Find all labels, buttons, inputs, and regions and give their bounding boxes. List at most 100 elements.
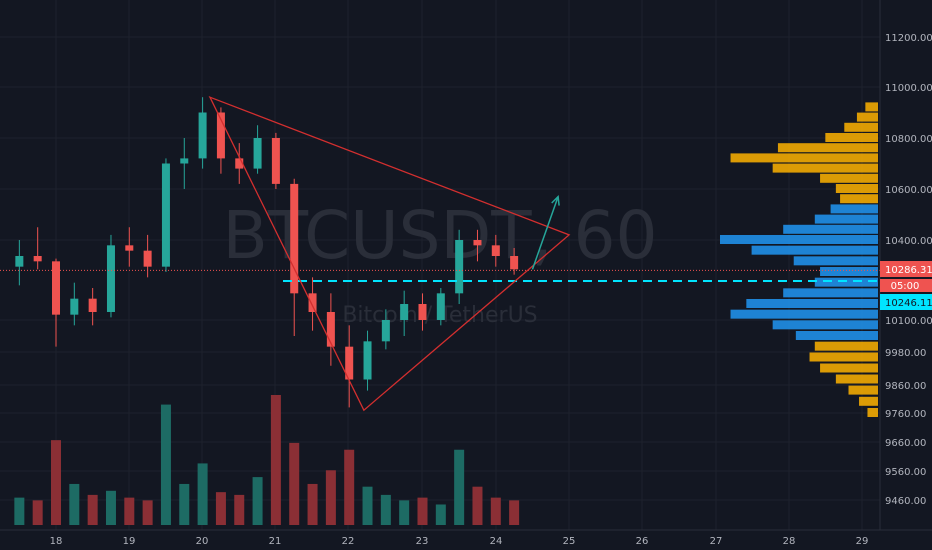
candle-body	[308, 293, 317, 312]
level-price-label: 10246.11	[885, 298, 932, 309]
volume-bar	[435, 504, 446, 525]
volume-bar	[344, 449, 355, 525]
candle-body	[106, 245, 115, 312]
volume-bar	[289, 442, 300, 525]
candle-body	[15, 256, 24, 267]
volume-profile-row	[856, 112, 878, 122]
candle-body	[198, 112, 207, 159]
candle-body	[271, 138, 280, 184]
candle-body	[143, 250, 152, 267]
candle-body	[436, 293, 445, 320]
volume-bar	[124, 497, 135, 525]
time-tick-label: 25	[563, 536, 576, 547]
price-tick-label: 9760.00	[885, 409, 926, 420]
volume-profile-row	[835, 184, 878, 193]
candle-body	[381, 320, 390, 342]
candle-body	[363, 341, 372, 380]
candle-body	[52, 261, 60, 315]
volume-profile-row	[795, 331, 878, 340]
volume-profile-row	[730, 153, 878, 163]
volume-profile-row	[840, 194, 878, 204]
time-tick-label: 27	[710, 536, 723, 547]
volume-profile-row	[830, 204, 878, 214]
volume-profile-row	[820, 173, 878, 183]
price-tick-label: 10600.00	[885, 185, 932, 196]
candle-body	[455, 240, 464, 294]
candle-body	[125, 245, 134, 251]
volume-bar	[472, 486, 483, 525]
volume-bar	[234, 494, 245, 525]
time-tick-label: 22	[342, 536, 355, 547]
volume-bar	[197, 463, 208, 525]
volume-bar	[160, 404, 171, 525]
candle-body	[345, 346, 354, 380]
volume-profile-row	[746, 299, 878, 308]
price-tick-label: 9860.00	[885, 381, 926, 392]
volume-profile-row	[783, 288, 878, 298]
volume-bar	[509, 500, 520, 525]
volume-profile-row	[814, 277, 878, 287]
volume-profile-row	[844, 122, 878, 132]
candle-body	[70, 298, 79, 315]
volume-bar	[32, 500, 43, 525]
candle-body	[33, 256, 42, 262]
countdown-badge	[880, 279, 932, 292]
volume-profile-row	[814, 341, 878, 351]
volume-bar	[105, 490, 116, 525]
volume-bar	[252, 477, 263, 525]
price-tick-label: 11000.00	[885, 83, 932, 94]
candle-body	[216, 112, 225, 159]
time-tick-label: 18	[50, 536, 63, 547]
volume-bar	[490, 497, 501, 525]
volume-profile-row	[859, 396, 878, 406]
volume-profile-row	[720, 235, 878, 244]
volume-bar	[179, 483, 190, 525]
candle-body	[400, 304, 409, 320]
volume-bar	[270, 395, 281, 525]
drawing-overlays[interactable]	[0, 95, 880, 412]
time-axis[interactable]: 18 19 20 21 22 23 24 25 26 27 28 29	[0, 529, 932, 547]
level-price-badge	[880, 294, 932, 310]
time-tick-label: 19	[123, 536, 136, 547]
last-price-badge	[880, 261, 932, 277]
price-tick-label: 9980.00	[885, 348, 926, 359]
time-tick-label: 20	[196, 536, 209, 547]
volume-profile-row	[820, 267, 878, 276]
last-price-label: 10286.31	[885, 265, 932, 276]
time-tick-label: 24	[490, 536, 503, 547]
triangle-pattern	[208, 95, 571, 412]
volume-bar	[325, 470, 336, 525]
candle-body	[473, 240, 482, 246]
volume-bar	[417, 497, 428, 525]
volume-bar	[307, 483, 318, 525]
price-labels: 10286.31 05:00 10246.11	[880, 261, 932, 310]
volume-bar	[51, 440, 61, 525]
price-tick-label: 11200.00	[885, 33, 932, 44]
time-tick-label: 23	[416, 536, 429, 547]
volume-profile-row	[783, 224, 878, 234]
volume-bar	[362, 486, 373, 525]
volume-profile-row	[814, 214, 878, 224]
volume-profile-row	[865, 102, 878, 112]
price-tick-label: 10800.00	[885, 134, 932, 145]
volume-profile-row	[825, 133, 878, 142]
candle-body	[180, 158, 189, 164]
candlesticks[interactable]	[15, 97, 519, 408]
price-tick-label: 9560.00	[885, 467, 926, 478]
candle-body	[290, 183, 299, 294]
volume-bar	[87, 494, 98, 525]
candle-body	[491, 245, 500, 256]
volume-bar	[14, 497, 25, 525]
volume-bar	[380, 494, 391, 525]
volume-profile-row	[772, 320, 878, 330]
projection-arrow-head	[551, 195, 560, 206]
candle-body	[235, 158, 244, 169]
volume-bars	[14, 395, 520, 525]
projection-arrow-line	[531, 196, 559, 270]
price-tick-label: 10100.00	[885, 316, 932, 327]
candle-body	[418, 304, 427, 320]
volume-profile-row	[820, 363, 878, 373]
